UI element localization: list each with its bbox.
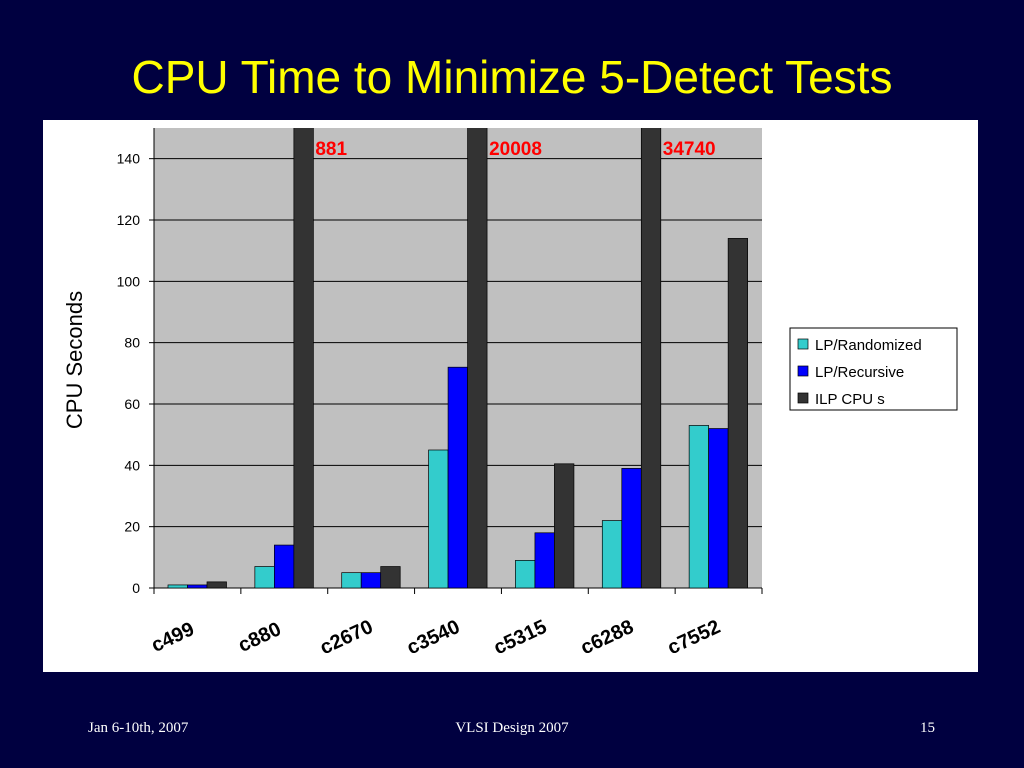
bar [254, 566, 275, 588]
bar [727, 238, 748, 588]
bar [554, 463, 575, 588]
y-tick-label: 140 [117, 151, 141, 167]
bar [708, 428, 729, 588]
y-tick-label: 100 [117, 273, 141, 289]
bar [380, 566, 401, 588]
bar [688, 425, 709, 588]
bar [360, 572, 382, 588]
bar [447, 366, 468, 588]
bar [515, 560, 536, 588]
y-tick-label: 40 [124, 457, 140, 473]
bar [601, 520, 623, 588]
footer-right: 15 [920, 720, 935, 736]
y-axis-label: CPU Seconds [62, 291, 87, 429]
y-tick-label: 60 [124, 396, 140, 412]
legend [789, 327, 958, 411]
bar [206, 581, 227, 588]
bar [167, 584, 188, 588]
bar [341, 572, 362, 588]
bar [467, 128, 488, 588]
data-label: 34740 [663, 139, 716, 160]
data-label: 881 [315, 139, 347, 160]
bar [293, 128, 314, 588]
bar [187, 584, 208, 588]
bar [640, 128, 662, 588]
y-tick-label: 120 [117, 212, 141, 228]
legend-label: ILP CPU s [815, 391, 885, 408]
data-label: 20008 [489, 139, 542, 160]
bar [428, 449, 449, 588]
legend-swatch [797, 365, 809, 377]
footer-center: VLSI Design 2007 [455, 720, 569, 736]
slide-title: CPU Time to Minimize 5-Detect Tests [132, 51, 893, 103]
bars [167, 128, 748, 588]
footer-left: Jan 6-10th, 2007 [88, 720, 189, 736]
y-tick-label: 20 [124, 519, 140, 535]
legend-swatch [797, 392, 809, 404]
bar [621, 468, 642, 588]
legend-swatch [797, 338, 809, 350]
y-tick-label: 0 [132, 580, 140, 596]
bar [534, 532, 555, 588]
y-tick-label: 80 [124, 335, 140, 351]
legend-label: LP/Recursive [815, 364, 904, 381]
legend-label: LP/Randomized [815, 337, 922, 354]
bar [274, 544, 295, 588]
